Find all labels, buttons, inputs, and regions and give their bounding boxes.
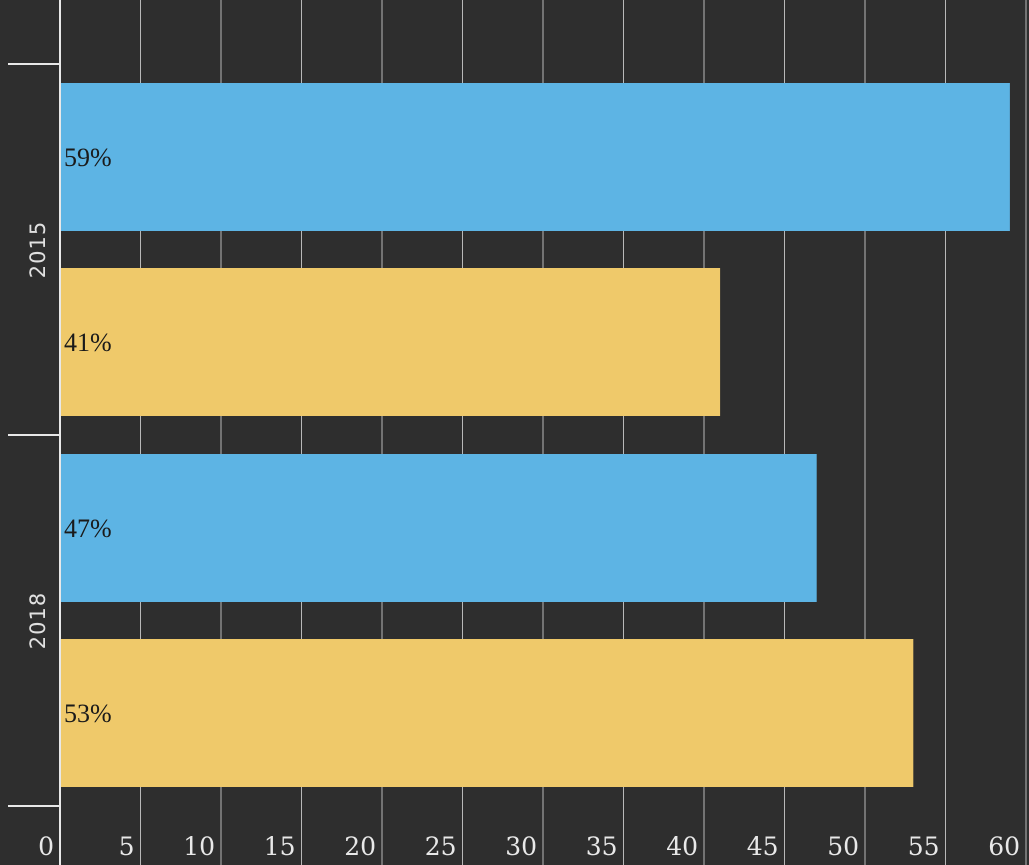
bar-2018-series-1[interactable] [60,454,817,602]
bar-2015-series-2[interactable] [60,268,721,416]
x-tick-label-50: 50 [827,832,859,861]
x-tick-label-55: 55 [908,832,940,861]
data-label-2018-series-2: 53% [64,699,112,728]
x-tick-label-10: 10 [183,832,215,861]
data-label-2018-series-1: 47% [64,514,112,543]
axes-group [8,0,61,865]
x-tick-label-40: 40 [666,832,698,861]
x-tick-label-35: 35 [586,832,618,861]
bar-2015-series-1[interactable] [60,83,1010,231]
labels-group: 59% 41% 47% 53% 2015 2018 0 5 10 15 20 25 30 35 40 45 50… [26,143,1020,861]
x-tick-label-45: 45 [747,832,779,861]
x-tick-label-30: 30 [505,832,537,861]
data-label-2015-series-2: 41% [64,328,112,357]
x-tick-label-0: 0 [38,832,54,861]
bar-2018-series-2[interactable] [60,639,914,787]
bars-group [60,83,1010,787]
category-label-2015: 2015 [26,221,50,278]
x-tick-label-5: 5 [119,832,135,861]
data-label-2015-series-1: 59% [64,143,112,172]
category-label-2018: 2018 [26,592,50,649]
x-tick-label-25: 25 [425,832,457,861]
x-tick-label-60: 60 [988,832,1020,861]
x-tick-label-20: 20 [344,832,376,861]
x-tick-label-15: 15 [264,832,296,861]
